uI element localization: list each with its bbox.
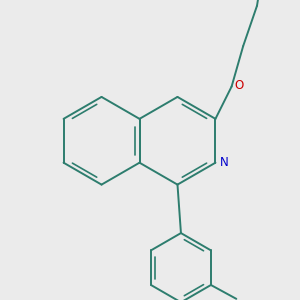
Text: N: N — [220, 156, 229, 169]
Text: O: O — [234, 79, 243, 92]
